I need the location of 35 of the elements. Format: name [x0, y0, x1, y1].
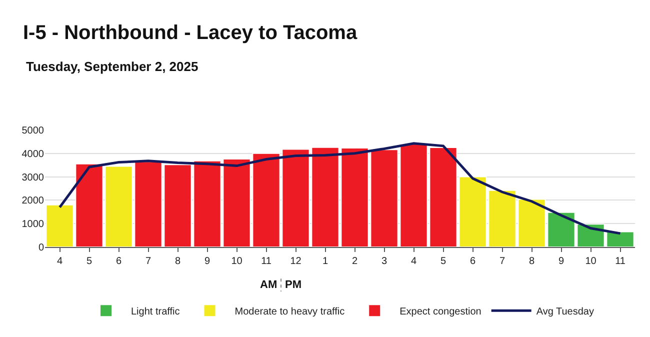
x-tick-label: 11 — [261, 256, 272, 267]
chart-subtitle: Tuesday, September 2, 2025 — [26, 59, 198, 74]
x-tick-label: 4 — [410, 256, 417, 267]
y-tick-label: 1000 — [22, 219, 44, 230]
y-tick-label: 2000 — [22, 196, 44, 207]
line-series — [58, 142, 622, 235]
x-tick-label: 1 — [322, 256, 328, 267]
legend-label: Moderate to heavy traffic — [234, 306, 345, 318]
x-tick-label: 2 — [352, 256, 358, 267]
legend-label: Avg Tuesday — [536, 306, 594, 318]
x-tick-label: 7 — [499, 256, 506, 267]
y-tick-label: 0 — [38, 242, 44, 254]
x-tick-label: 4 — [56, 256, 63, 267]
x-tick-label: 5 — [86, 256, 92, 267]
x-tick-label: 9 — [558, 256, 564, 267]
x-tick-label: 8 — [528, 256, 535, 267]
x-tick-label: 6 — [470, 256, 476, 267]
x-tick-label: 10 — [231, 256, 243, 267]
chart-title: I-5 - Northbound - Lacey to Tacoma — [23, 22, 358, 44]
text: AM — [260, 279, 278, 291]
x-tick-label: 12 — [290, 256, 302, 267]
x-tick-label: 7 — [145, 256, 152, 267]
x-tick-label: 10 — [585, 256, 597, 267]
x-tick-label: 5 — [440, 256, 446, 267]
legend-label: Light traffic — [131, 306, 180, 318]
y-tick-label: 4000 — [22, 148, 44, 160]
x-tick-label: 11 — [615, 256, 626, 267]
x-tick-label: 8 — [174, 256, 181, 267]
y-tick-label: 3000 — [22, 172, 44, 184]
x-tick-label: 6 — [116, 256, 122, 267]
x-tick-label: 9 — [204, 256, 210, 267]
legend-label: Expect congestion — [400, 306, 482, 318]
y-tick-label: 5000 — [22, 126, 44, 136]
text: PM — [285, 279, 302, 291]
x-tick-label: 3 — [381, 256, 388, 267]
